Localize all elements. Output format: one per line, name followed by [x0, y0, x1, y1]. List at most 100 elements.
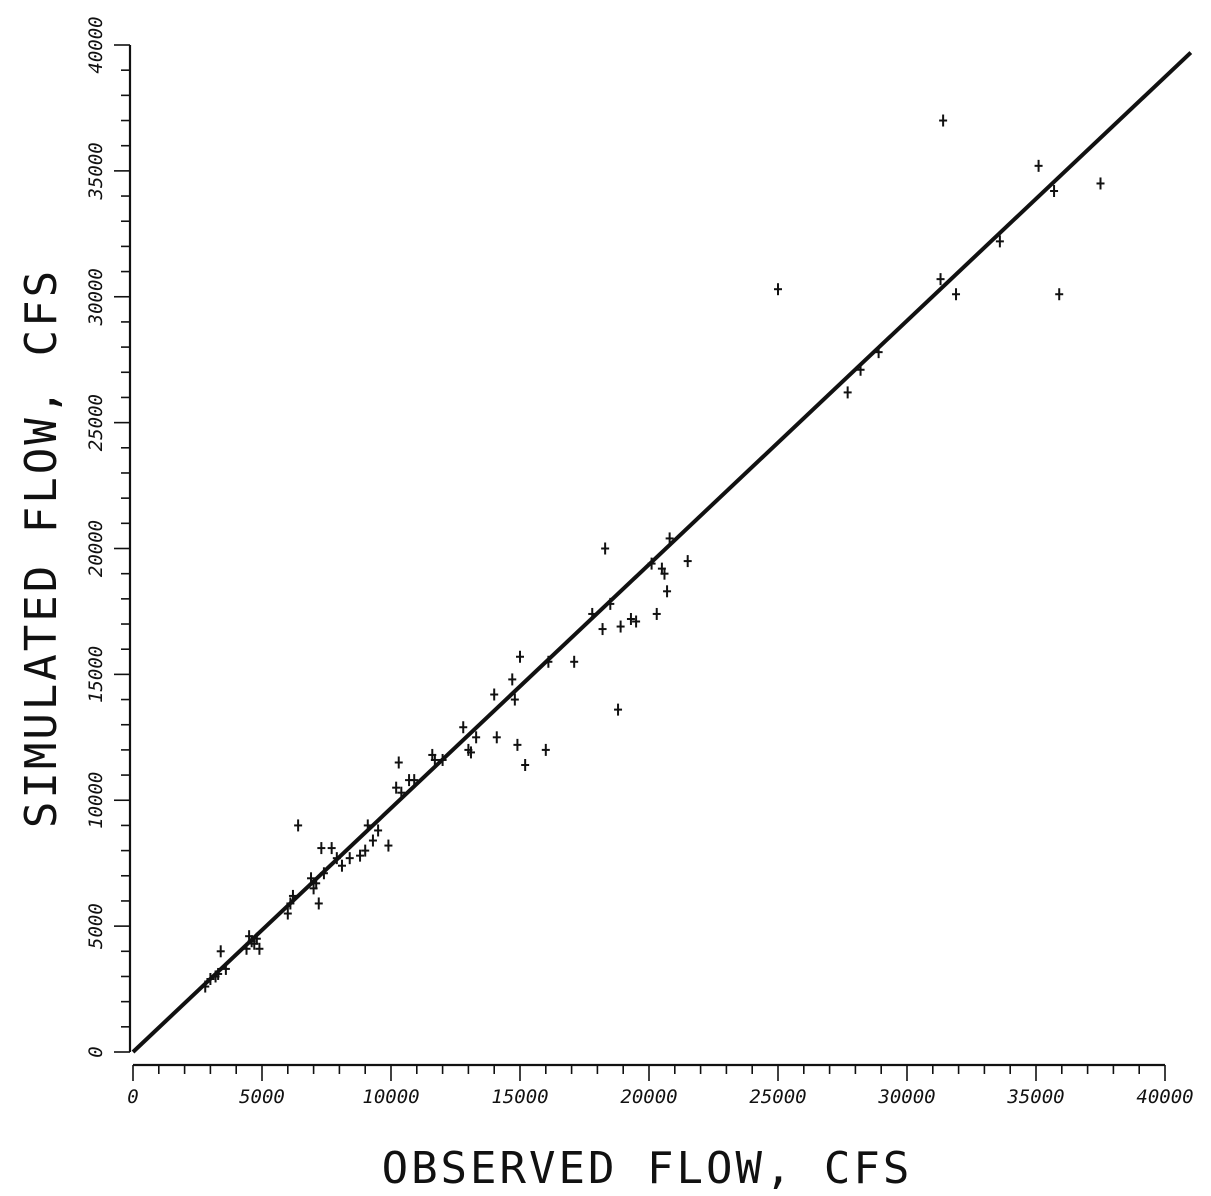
data-point: [1096, 177, 1105, 190]
data-point: [397, 786, 406, 799]
data-point: [312, 877, 321, 890]
x-tick-label: 25000: [749, 1086, 806, 1108]
data-point: [541, 743, 550, 756]
data-point: [459, 721, 468, 734]
data-point: [510, 693, 519, 706]
x-tick-label: 10000: [362, 1086, 419, 1108]
data-point: [856, 363, 865, 376]
data-point: [319, 867, 328, 880]
ticks-layer: [114, 44, 1166, 1081]
data-point: [626, 612, 635, 625]
data-point: [647, 557, 656, 570]
data-point: [1034, 159, 1043, 172]
y-tick-label: 25000: [85, 394, 107, 451]
data-point: [521, 759, 530, 772]
x-axis-title: OBSERVED FLOW, CFS: [382, 1143, 913, 1194]
x-tick-label: 20000: [620, 1086, 677, 1108]
data-point: [307, 872, 316, 885]
data-point: [1055, 288, 1064, 301]
x-tick-label: 40000: [1136, 1086, 1193, 1108]
data-point: [214, 967, 223, 980]
data-point: [939, 114, 948, 127]
data-point: [665, 532, 674, 545]
data-point: [356, 849, 365, 862]
data-point: [288, 889, 297, 902]
regression-line: [131, 51, 1193, 1054]
axes-layer: [128, 45, 1165, 1067]
data-point: [492, 731, 501, 744]
data-point: [345, 852, 354, 865]
data-point: [652, 607, 661, 620]
data-point: [221, 962, 230, 975]
x-tick-label: 35000: [1006, 1086, 1064, 1108]
data-point: [394, 756, 403, 769]
data-point: [242, 942, 251, 955]
data-point: [255, 942, 264, 955]
data-point: [660, 567, 669, 580]
data-point: [337, 859, 346, 872]
data-points-layer: [201, 114, 1105, 993]
data-point: [410, 774, 419, 787]
data-point: [252, 932, 261, 945]
y-tick-label: 40000: [85, 16, 107, 73]
data-point: [598, 623, 607, 636]
data-point: [466, 746, 475, 759]
data-point: [936, 273, 945, 286]
fit-line-layer: [131, 51, 1193, 1054]
data-point: [601, 542, 610, 555]
y-tick-label: 10000: [85, 772, 107, 829]
data-point: [294, 819, 303, 832]
data-point: [516, 650, 524, 663]
data-point: [374, 824, 383, 837]
data-point: [683, 555, 692, 568]
data-point: [513, 738, 522, 751]
y-tick-label: 0: [85, 1046, 107, 1057]
x-tick-label: 5000: [239, 1086, 285, 1108]
data-point: [327, 842, 336, 855]
data-point: [430, 753, 439, 766]
data-point: [286, 897, 295, 910]
data-point: [614, 703, 623, 716]
tick-labels-layer: 0 5000 10000 15000 20000 25000 30000 35000 40000…: [85, 16, 1194, 1108]
data-point: [317, 842, 326, 855]
data-point: [201, 980, 210, 993]
y-tick-label: 20000: [85, 520, 107, 577]
data-point: [363, 819, 372, 832]
y-tick-label: 30000: [85, 268, 107, 326]
data-point: [544, 655, 553, 668]
data-point: [606, 597, 615, 610]
x-tick-label: 0: [127, 1086, 138, 1108]
y-tick-label: 35000: [85, 142, 107, 200]
data-point: [616, 620, 625, 633]
data-point: [368, 834, 377, 847]
x-tick-label: 15000: [491, 1086, 548, 1108]
data-point: [438, 753, 447, 766]
data-point: [588, 607, 597, 620]
data-point: [283, 907, 292, 920]
data-point: [1050, 185, 1059, 198]
data-point: [570, 655, 579, 668]
data-point: [472, 731, 481, 744]
data-point: [361, 844, 370, 857]
y-tick-label: 15000: [85, 646, 107, 703]
data-point: [874, 346, 883, 359]
data-point: [952, 288, 961, 301]
data-point: [216, 945, 225, 958]
data-point: [843, 386, 852, 399]
data-point: [995, 235, 1004, 248]
y-axis-title: SIMULATED FLOW, CFS: [16, 268, 67, 828]
data-point: [663, 585, 672, 598]
x-tick-label: 30000: [877, 1086, 935, 1108]
data-point: [490, 688, 499, 701]
data-point: [384, 839, 393, 852]
data-point: [508, 673, 517, 686]
y-tick-label: 5000: [85, 903, 107, 949]
data-point: [332, 852, 341, 865]
data-point: [206, 972, 215, 985]
data-point: [632, 615, 641, 628]
data-point: [314, 897, 323, 910]
data-point: [774, 283, 782, 296]
data-point: [392, 781, 401, 794]
